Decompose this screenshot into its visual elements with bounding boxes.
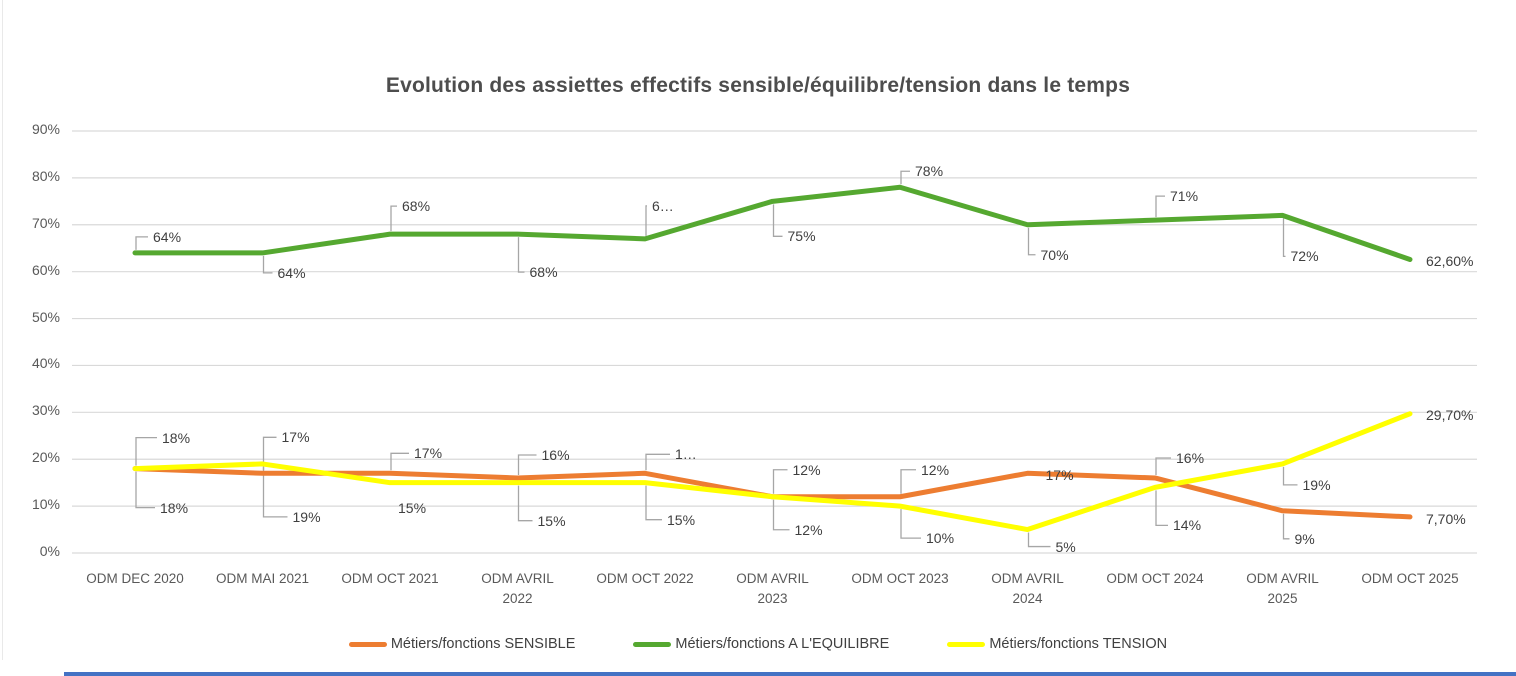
y-tick-label: 40% — [31, 355, 60, 372]
label-leader-line — [390, 205, 397, 232]
label-leader-line — [135, 436, 157, 466]
series-line-2[interactable] — [132, 411, 1413, 533]
legend-label: Métiers/fonctions TENSION — [989, 636, 1168, 652]
bottom-accent-bar — [64, 672, 1516, 676]
data-label: 62,60% — [1426, 253, 1474, 270]
data-label: 6… — [652, 197, 674, 214]
data-label: 15% — [667, 511, 696, 528]
data-label: 1… — [675, 446, 697, 463]
data-label: 16% — [1176, 449, 1205, 466]
legend-swatch — [348, 641, 387, 647]
data-label: 15% — [537, 512, 566, 529]
data-label: 64% — [277, 264, 306, 281]
y-tick-label: 70% — [31, 214, 60, 231]
label-leader-line — [1027, 532, 1051, 548]
x-axis-label: ODM MAI 2021 — [215, 571, 310, 586]
legend-swatch — [633, 641, 672, 647]
label-leader-line — [262, 255, 273, 274]
label-leader-line — [517, 485, 533, 522]
data-label: 78% — [915, 163, 944, 180]
x-axis-label: ODM AVRIL 2024 — [991, 571, 1064, 606]
x-axis-label: ODM OCT 2022 — [596, 571, 694, 586]
chart-legend: Métiers/fonctions SENSIBLE Métiers/foncti… — [0, 636, 1516, 652]
label-leader-line — [1155, 195, 1165, 218]
data-label: 70% — [1040, 246, 1069, 263]
label-leader-line — [135, 471, 155, 509]
data-label: 18% — [162, 429, 191, 446]
left-border-line — [2, 0, 3, 660]
data-label: 7,70% — [1426, 510, 1466, 527]
data-label: 19% — [1302, 476, 1331, 493]
label-leader-line — [135, 236, 148, 250]
label-leader-line — [900, 469, 916, 494]
label-leader-line — [900, 170, 910, 185]
x-axis-label: ODM AVRIL 2023 — [736, 571, 809, 606]
label-leader-line — [645, 453, 670, 471]
legend-item-0[interactable]: Métiers/fonctions SENSIBLE — [348, 636, 576, 652]
data-label: 68% — [402, 198, 431, 215]
y-tick-label: 10% — [31, 496, 60, 513]
data-label: 12% — [794, 521, 823, 538]
label-leader-line — [1155, 490, 1168, 527]
y-tick-label: 80% — [31, 167, 60, 184]
label-leader-line — [262, 466, 288, 518]
legend-label: Métiers/fonctions SENSIBLE — [390, 636, 576, 652]
legend-label: Métiers/fonctions A L'EQUILIBRE — [675, 636, 890, 652]
data-label: 14% — [1173, 517, 1202, 534]
data-label: 17% — [1045, 467, 1074, 484]
x-axis-label: ODM AVRIL 2022 — [481, 571, 554, 606]
series-line-1[interactable] — [132, 184, 1413, 262]
data-label: 68% — [529, 264, 558, 281]
label-leader-line — [645, 485, 662, 521]
label-leader-line — [1282, 466, 1298, 486]
label-leader-line — [1282, 513, 1290, 540]
data-label: 15% — [398, 499, 427, 516]
label-leader-line — [772, 204, 783, 237]
x-axis-label: ODM AVRIL 2025 — [1246, 571, 1319, 606]
data-label: 17% — [281, 429, 310, 446]
data-label: 5% — [1055, 538, 1076, 555]
data-label: 72% — [1290, 248, 1319, 265]
data-label: 16% — [541, 446, 570, 463]
label-leader-line — [900, 509, 921, 539]
data-label: 9% — [1294, 530, 1315, 547]
data-label: 19% — [292, 508, 321, 525]
y-tick-label: 0% — [39, 543, 60, 559]
data-label: 12% — [921, 461, 950, 478]
label-leader-line — [1282, 218, 1286, 258]
label-leader-line — [772, 499, 790, 531]
label-leader-line — [262, 436, 277, 471]
data-label: 17% — [414, 445, 443, 462]
label-leader-line — [772, 469, 788, 494]
y-tick-label: 50% — [31, 308, 60, 325]
label-leader-line — [645, 205, 647, 236]
data-label: 29,70% — [1426, 406, 1474, 423]
x-axis-label: ODM OCT 2025 — [1361, 571, 1459, 586]
data-label: 10% — [926, 530, 955, 547]
legend-swatch — [947, 641, 986, 647]
legend-item-1[interactable]: Métiers/fonctions A L'EQUILIBRE — [633, 636, 889, 652]
label-leader-line — [1027, 227, 1036, 256]
x-axis-label: ODM OCT 2021 — [341, 571, 439, 586]
label-leader-line — [517, 237, 525, 273]
y-tick-label: 60% — [31, 261, 60, 278]
label-leader-line — [517, 454, 537, 475]
data-label: 18% — [160, 499, 189, 516]
y-tick-label: 30% — [31, 402, 60, 419]
x-axis-label: ODM OCT 2023 — [851, 571, 949, 586]
y-tick-label: 20% — [31, 449, 60, 466]
label-leader-line — [390, 452, 409, 471]
chart-title: Evolution des assiettes effectifs sensib… — [385, 74, 1131, 97]
x-axis-label: ODM DEC 2020 — [86, 571, 184, 586]
data-label: 64% — [153, 228, 182, 245]
legend-item-2[interactable]: Métiers/fonctions TENSION — [947, 636, 1167, 652]
x-axis-label: ODM OCT 2024 — [1106, 571, 1204, 586]
label-leader-line — [1155, 457, 1171, 475]
data-label: 71% — [1170, 188, 1199, 205]
y-tick-label: 90% — [31, 121, 60, 137]
data-label: 75% — [787, 228, 816, 245]
data-label: 12% — [792, 461, 821, 478]
